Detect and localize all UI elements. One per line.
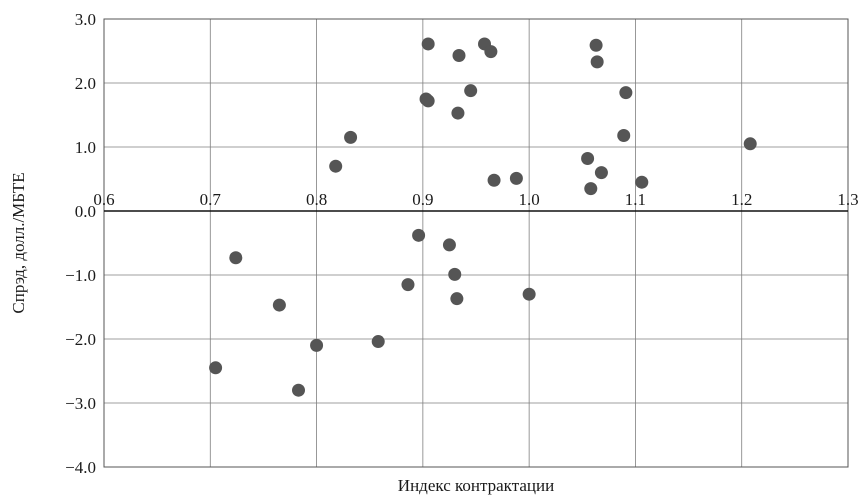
data-point — [442, 238, 456, 252]
y-tick-label: −4.0 — [65, 458, 96, 477]
data-point — [451, 106, 465, 120]
data-point — [452, 48, 466, 62]
data-point — [484, 45, 498, 59]
data-point — [421, 37, 435, 51]
data-point — [401, 278, 415, 292]
data-point — [329, 159, 343, 173]
x-tick-label: 1.3 — [837, 190, 858, 209]
data-point — [310, 338, 324, 352]
data-point — [743, 137, 757, 151]
data-point — [209, 361, 223, 375]
y-tick-label: 2.0 — [75, 74, 96, 93]
data-point — [371, 335, 385, 349]
data-point — [464, 84, 478, 98]
x-tick-label: 0.7 — [200, 190, 222, 209]
y-tick-labels: 3.0 2.0 1.0 0.0 −1.0 −2.0 −3.0 −4.0 — [65, 10, 96, 477]
plot-frame — [103, 18, 849, 468]
x-tick-label: 1.1 — [625, 190, 646, 209]
data-point — [229, 251, 243, 265]
data-point — [448, 267, 462, 281]
y-axis-title: Спрэд, долл./МБТЕ — [9, 172, 28, 313]
data-point — [522, 287, 536, 301]
gridlines — [103, 18, 849, 468]
data-point — [487, 173, 501, 187]
x-tick-label: 0.8 — [306, 190, 327, 209]
data-point — [594, 166, 608, 180]
x-tick-label: 1.0 — [519, 190, 540, 209]
x-tick-label: 0.9 — [412, 190, 433, 209]
x-tick-label: 0.6 — [93, 190, 114, 209]
data-point — [509, 171, 523, 185]
x-tick-label: 1.2 — [731, 190, 752, 209]
y-tick-label: 3.0 — [75, 10, 96, 29]
data-point — [584, 182, 598, 196]
data-point — [412, 228, 426, 242]
data-point — [589, 38, 603, 52]
data-point — [450, 292, 464, 306]
y-tick-label: −2.0 — [65, 330, 96, 349]
x-axis-title: Индекс контрактации — [398, 476, 554, 495]
y-tick-label: −1.0 — [65, 266, 96, 285]
data-points — [209, 37, 757, 397]
y-tick-label: −3.0 — [65, 394, 96, 413]
data-point — [619, 86, 633, 100]
data-point — [344, 130, 358, 144]
data-point — [292, 383, 306, 397]
data-point — [272, 298, 286, 312]
data-point — [590, 55, 604, 69]
data-point — [617, 128, 631, 142]
data-point — [581, 152, 595, 166]
data-point — [635, 175, 649, 189]
x-tick-labels: 0.6 0.7 0.8 0.9 1.0 1.1 1.2 1.3 — [93, 190, 858, 209]
y-tick-label: 0.0 — [75, 202, 96, 221]
data-point — [421, 94, 435, 108]
y-tick-label: 1.0 — [75, 138, 96, 157]
